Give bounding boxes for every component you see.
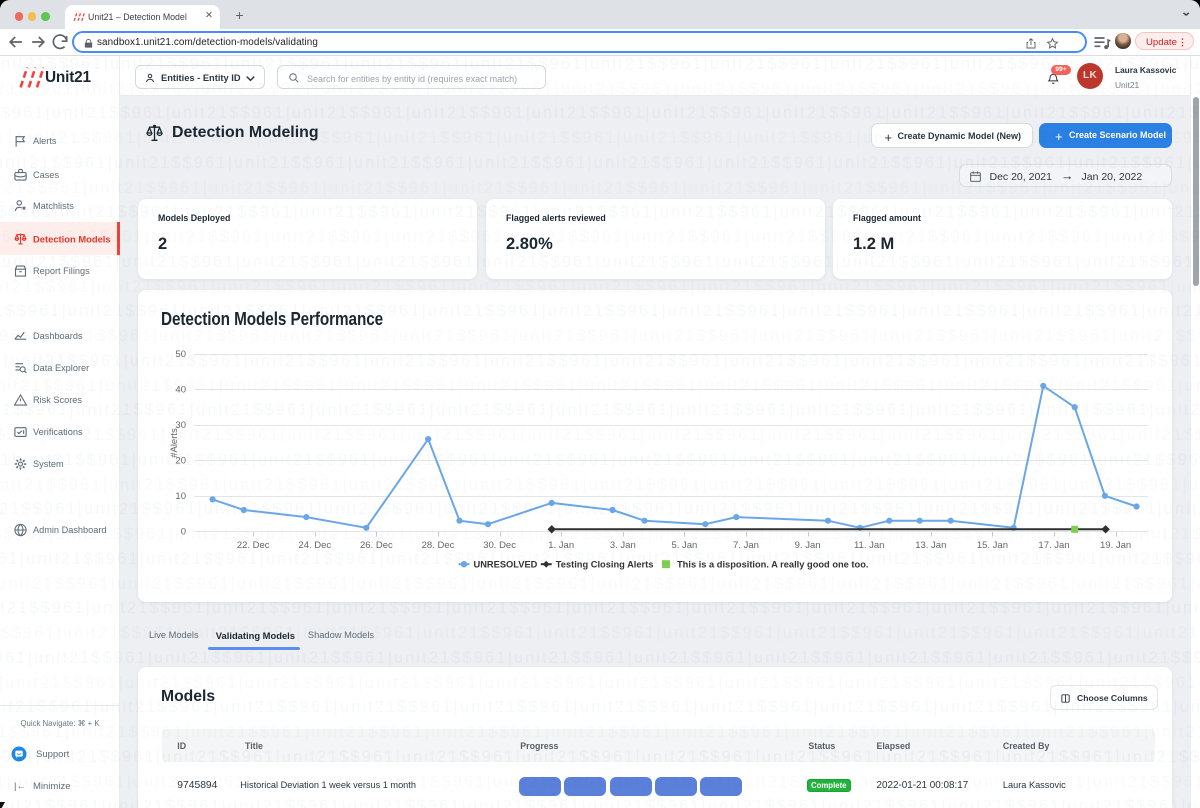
svg-text:30: 30 [175, 420, 186, 431]
svg-text:UNRESOLVED: UNRESOLVED [474, 560, 538, 570]
svg-text:19. Jan: 19. Jan [1100, 540, 1131, 551]
svg-text:#Alerts: #Alerts [169, 428, 180, 458]
svg-text:28. Dec: 28. Dec [422, 540, 455, 551]
svg-text:15. Jan: 15. Jan [977, 540, 1008, 551]
svg-text:24. Dec: 24. Dec [298, 540, 331, 551]
svg-text:50: 50 [175, 349, 186, 360]
svg-text:This is a disposition. A reall: This is a disposition. A really good one… [677, 560, 868, 570]
svg-text:26. Dec: 26. Dec [360, 540, 393, 551]
svg-text:20: 20 [175, 455, 186, 466]
svg-text:13. Jan: 13. Jan [915, 540, 946, 551]
svg-text:10: 10 [175, 491, 186, 502]
svg-text:Testing Closing Alerts: Testing Closing Alerts [556, 560, 654, 570]
svg-text:40: 40 [175, 384, 186, 395]
svg-text:17. Jan: 17. Jan [1038, 540, 1069, 551]
svg-text:22. Dec: 22. Dec [237, 540, 270, 551]
svg-text:7. Jan: 7. Jan [733, 540, 759, 551]
svg-text:1. Jan: 1. Jan [548, 540, 574, 551]
svg-text:30. Dec: 30. Dec [483, 540, 516, 551]
svg-text:5. Jan: 5. Jan [671, 540, 697, 551]
svg-text:9. Jan: 9. Jan [795, 540, 821, 551]
svg-text:3. Jan: 3. Jan [610, 540, 636, 551]
svg-text:0: 0 [181, 526, 186, 537]
svg-text:11. Jan: 11. Jan [854, 540, 884, 551]
